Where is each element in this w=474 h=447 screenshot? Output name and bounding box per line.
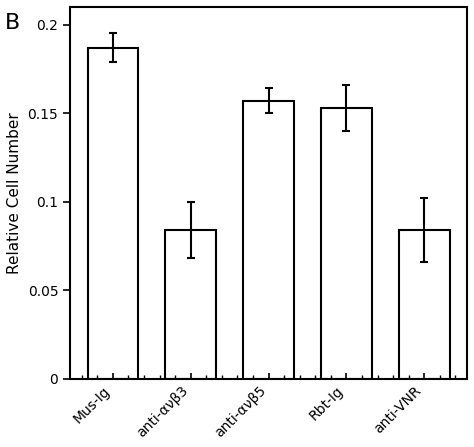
Bar — [165, 230, 216, 379]
Bar — [399, 230, 449, 379]
Bar — [243, 101, 294, 379]
Y-axis label: Relative Cell Number: Relative Cell Number — [7, 112, 22, 274]
Bar — [321, 108, 372, 379]
Bar — [88, 48, 138, 379]
Text: B: B — [5, 13, 20, 34]
